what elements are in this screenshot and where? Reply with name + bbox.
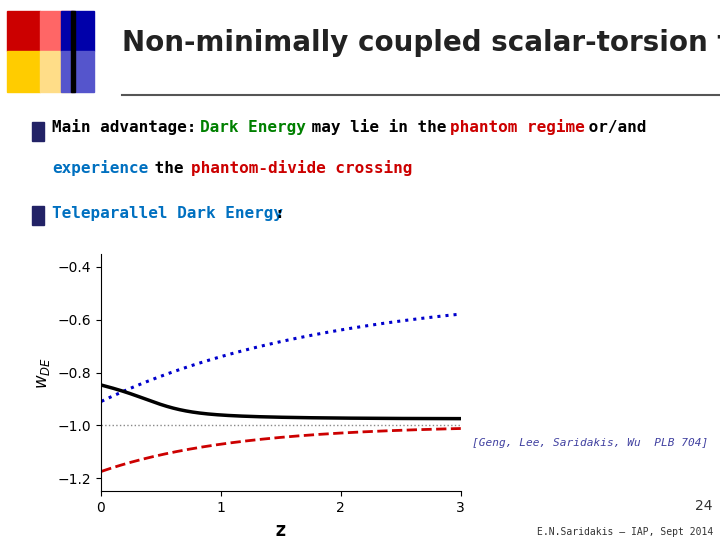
Bar <box>60 51 94 92</box>
Text: or/and: or/and <box>579 120 647 135</box>
Text: E.N.Saridakis – IAP, Sept 2014: E.N.Saridakis – IAP, Sept 2014 <box>536 526 713 537</box>
Text: [Geng, Lee, Saridakis, Wu  PLB 704]: [Geng, Lee, Saridakis, Wu PLB 704] <box>472 437 708 448</box>
Bar <box>7 51 40 92</box>
Text: may lie in the: may lie in the <box>302 119 456 136</box>
Bar <box>7 11 40 51</box>
Bar <box>71 11 75 92</box>
Text: Dark Energy: Dark Energy <box>200 120 306 135</box>
Text: Non-minimally coupled scalar-torsion theory: Non-minimally coupled scalar-torsion the… <box>122 29 720 57</box>
Bar <box>32 122 44 140</box>
Y-axis label: $w_{DE}$: $w_{DE}$ <box>34 356 52 389</box>
Text: Teleparallel Dark Energy: Teleparallel Dark Energy <box>53 206 284 221</box>
X-axis label: z: z <box>275 521 287 539</box>
Bar <box>60 11 94 51</box>
Text: phantom regime: phantom regime <box>450 119 585 136</box>
Text: Main advantage:: Main advantage: <box>53 119 207 136</box>
Text: experience: experience <box>53 160 148 176</box>
Text: the: the <box>145 161 193 176</box>
Bar <box>40 11 73 51</box>
Bar <box>40 51 73 92</box>
Bar <box>32 206 44 225</box>
Text: :: : <box>274 206 284 221</box>
Text: 24: 24 <box>696 500 713 514</box>
Text: phantom-divide crossing: phantom-divide crossing <box>191 160 413 176</box>
